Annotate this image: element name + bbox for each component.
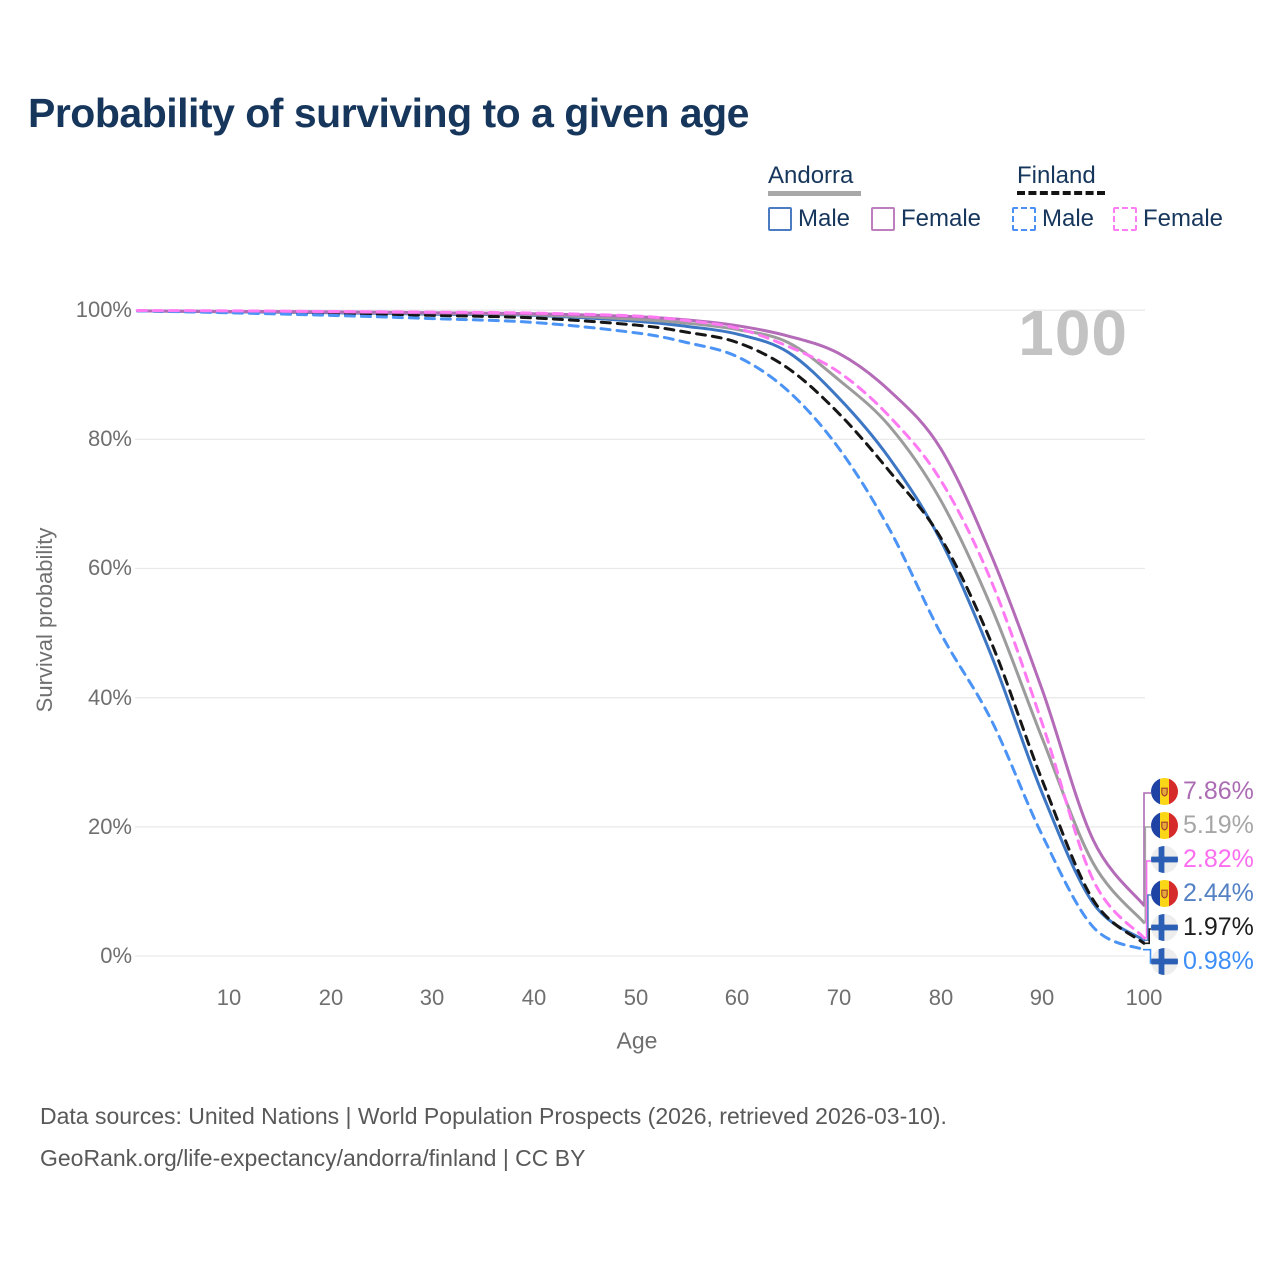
andorra-male-swatch-icon [768,207,792,231]
y-tick: 40% [87,685,132,710]
end-label-andorra-female: 7.86% [1151,777,1254,806]
finland-flag-icon [1151,846,1178,873]
series-line-finland-both-sexes[interactable] [135,309,1146,945]
legend-item-label: Male [1042,205,1095,232]
end-label-andorra-male: 2.44% [1151,879,1254,908]
series-line-finland-female[interactable] [135,309,1146,940]
x-tick: 50 [623,985,649,1010]
legend-group-finland[interactable]: Finland [1017,162,1096,189]
x-tick: 80 [928,985,954,1010]
attribution-text: GeoRank.org/life-expectancy/andorra/finl… [40,1145,586,1171]
end-value: 2.44% [1183,879,1254,907]
andorra-female-swatch-icon [871,207,895,231]
legend-item-label: Female [1143,205,1224,232]
x-axis-title: Age [616,1027,658,1054]
end-label-finland-male: 0.98% [1151,947,1254,976]
page-title: Probability of surviving to a given age [28,90,749,136]
end-label-andorra-all: 5.19% [1151,811,1254,840]
end-label-finland-all: 1.97% [1151,913,1254,942]
end-value: 0.98% [1183,947,1254,975]
hover-age-readout: 100 [1018,297,1128,369]
x-tick: 90 [1029,985,1055,1010]
leader-line [1143,860,1151,939]
legend-item-finland-female[interactable]: Female [1113,205,1223,233]
legend-andorra-line-swatch [768,191,861,196]
y-tick: 20% [87,814,132,839]
finland-female-swatch-icon [1113,207,1137,231]
end-value: 1.97% [1183,913,1254,941]
y-tick: 0% [100,943,132,968]
legend-item-andorra-male[interactable]: Male [768,205,850,233]
andorra-flag-icon [1151,778,1178,805]
x-tick: 40 [521,985,547,1010]
end-value: 2.82% [1183,845,1254,873]
legend-item-finland-male[interactable]: Male [1012,205,1094,233]
leader-line [1143,792,1151,907]
x-tick: 70 [826,985,852,1010]
y-tick: 80% [87,426,132,451]
andorra-flag-icon [1151,812,1178,839]
x-tick: 10 [216,985,242,1010]
series-line-finland-male[interactable] [135,309,1146,952]
finland-flag-icon [1151,914,1178,941]
leader-line [1143,948,1152,964]
end-value: 7.86% [1183,777,1254,805]
legend-item-label: Male [798,205,851,232]
legend-item-label: Female [901,205,982,232]
x-tick: 60 [724,985,750,1010]
x-tick: 20 [318,985,344,1010]
y-axis-title: Survival probability [32,527,57,713]
series-line-andorra-male[interactable] [135,309,1146,942]
finland-flag-icon [1151,948,1178,975]
leader-line [1143,894,1151,942]
x-tick: 30 [419,985,445,1010]
data-sources-text: Data sources: United Nations | World Pop… [40,1103,947,1129]
andorra-flag-icon [1151,880,1178,907]
series-line-andorra-both-sexes[interactable] [135,309,1146,924]
leader-line [1143,928,1151,945]
y-tick: 100% [75,297,132,322]
legend-group-andorra[interactable]: Andorra [768,162,854,189]
legend-item-andorra-female[interactable]: Female [871,205,981,233]
leader-line [1143,826,1151,924]
legend-finland-line-swatch [1017,191,1105,195]
end-value: 5.19% [1183,811,1254,839]
y-tick: 60% [87,555,132,580]
end-label-finland-female: 2.82% [1151,845,1254,874]
x-tick: 100 [1125,985,1163,1010]
finland-male-swatch-icon [1012,207,1036,231]
